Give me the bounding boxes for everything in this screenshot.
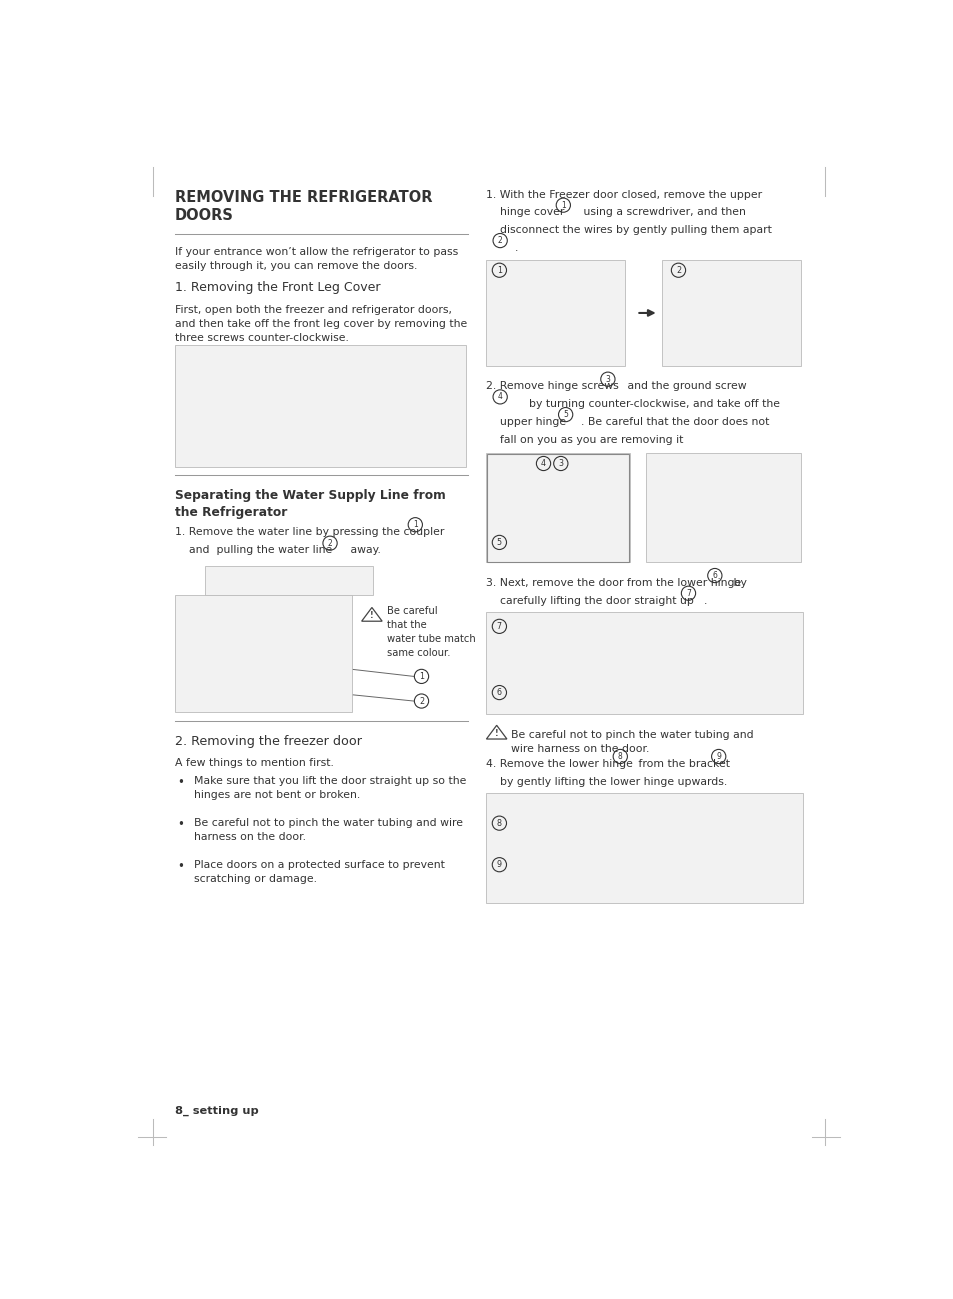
Text: 2: 2	[418, 696, 424, 705]
FancyBboxPatch shape	[204, 565, 373, 595]
Text: 8: 8	[618, 752, 622, 761]
Text: 4. Remove the lower hinge: 4. Remove the lower hinge	[485, 759, 632, 769]
Text: 1: 1	[497, 266, 501, 274]
Text: 4: 4	[497, 392, 502, 401]
Text: fall on you as you are removing it: fall on you as you are removing it	[485, 435, 682, 444]
Text: 2: 2	[497, 236, 502, 246]
Text: 1. Removing the Front Leg Cover: 1. Removing the Front Leg Cover	[174, 281, 380, 294]
Text: •: •	[177, 776, 184, 788]
Text: A few things to mention first.: A few things to mention first.	[174, 759, 334, 768]
FancyBboxPatch shape	[661, 260, 801, 366]
Text: REMOVING THE REFRIGERATOR
DOORS: REMOVING THE REFRIGERATOR DOORS	[174, 190, 432, 222]
Text: 1: 1	[418, 672, 423, 681]
Text: by gently lifting the lower hinge upwards.: by gently lifting the lower hinge upward…	[485, 777, 726, 786]
Text: 1: 1	[413, 520, 417, 529]
Text: 1. With the Freezer door closed, remove the upper: 1. With the Freezer door closed, remove …	[485, 190, 761, 200]
Text: First, open both the freezer and refrigerator doors,
and then take off the front: First, open both the freezer and refrige…	[174, 305, 467, 343]
Text: 6: 6	[497, 688, 501, 698]
FancyBboxPatch shape	[174, 595, 352, 712]
Text: 7: 7	[685, 588, 690, 598]
Text: 2: 2	[327, 539, 332, 548]
Text: away.: away.	[347, 546, 380, 556]
FancyBboxPatch shape	[485, 453, 629, 562]
Text: 3. Next, remove the door from the lower hinge: 3. Next, remove the door from the lower …	[485, 578, 740, 588]
FancyBboxPatch shape	[485, 613, 802, 714]
Text: •: •	[177, 818, 184, 831]
Text: 9: 9	[497, 860, 501, 869]
Text: 2. Remove hinge screws: 2. Remove hinge screws	[485, 382, 618, 391]
Text: disconnect the wires by gently pulling them apart: disconnect the wires by gently pulling t…	[485, 225, 771, 235]
Text: Be careful not to pinch the water tubing and
wire harness on the door.: Be careful not to pinch the water tubing…	[511, 730, 753, 755]
FancyBboxPatch shape	[485, 260, 624, 366]
Text: using a screwdriver, and then: using a screwdriver, and then	[579, 208, 744, 217]
Text: by turning counter-clockwise, and take off the: by turning counter-clockwise, and take o…	[515, 399, 780, 409]
Text: 3: 3	[605, 374, 610, 383]
Text: 5: 5	[497, 538, 501, 547]
Text: !: !	[495, 729, 498, 738]
Text: 2. Removing the freezer door: 2. Removing the freezer door	[174, 735, 362, 748]
Text: and  pulling the water line: and pulling the water line	[174, 546, 332, 556]
Text: Be careful not to pinch the water tubing and wire
harness on the door.: Be careful not to pinch the water tubing…	[193, 818, 462, 842]
Text: by: by	[730, 578, 746, 588]
Text: Be careful
that the
water tube match
same colour.: Be careful that the water tube match sam…	[387, 607, 476, 659]
Text: •: •	[177, 860, 184, 873]
Text: 8_ setting up: 8_ setting up	[174, 1105, 258, 1116]
Polygon shape	[361, 608, 382, 621]
FancyBboxPatch shape	[645, 453, 801, 562]
Text: 1. Remove the water line by pressing the coupler: 1. Remove the water line by pressing the…	[174, 527, 444, 536]
Text: 6: 6	[712, 572, 717, 581]
Text: . Be careful that the door does not: . Be careful that the door does not	[580, 417, 769, 427]
Text: from the bracket: from the bracket	[635, 759, 730, 769]
Text: 2: 2	[676, 266, 680, 274]
FancyBboxPatch shape	[174, 346, 465, 466]
Text: !: !	[370, 612, 374, 621]
Text: 9: 9	[716, 752, 720, 761]
Text: Place doors on a protected surface to prevent
scratching or damage.: Place doors on a protected surface to pr…	[193, 860, 444, 885]
Text: 4: 4	[540, 459, 545, 468]
Text: 3: 3	[558, 459, 562, 468]
Polygon shape	[486, 725, 506, 739]
Text: Make sure that you lift the door straight up so the
hinges are not bent or broke: Make sure that you lift the door straigh…	[193, 776, 465, 800]
Text: 7: 7	[497, 622, 501, 631]
Text: 5: 5	[562, 410, 567, 420]
Text: and the ground screw: and the ground screw	[623, 382, 745, 391]
Text: upper hinge: upper hinge	[485, 417, 565, 427]
Text: 8: 8	[497, 818, 501, 827]
Text: carefully lifting the door straight up: carefully lifting the door straight up	[485, 595, 693, 605]
Text: .: .	[515, 243, 518, 253]
Text: Separating the Water Supply Line from
the Refrigerator: Separating the Water Supply Line from th…	[174, 488, 445, 520]
Text: .: .	[703, 595, 706, 605]
Text: hinge cover: hinge cover	[485, 208, 563, 217]
Text: 1: 1	[560, 200, 565, 209]
Text: If your entrance won’t allow the refrigerator to pass
easily through it, you can: If your entrance won’t allow the refrige…	[174, 247, 457, 270]
FancyBboxPatch shape	[485, 794, 802, 903]
